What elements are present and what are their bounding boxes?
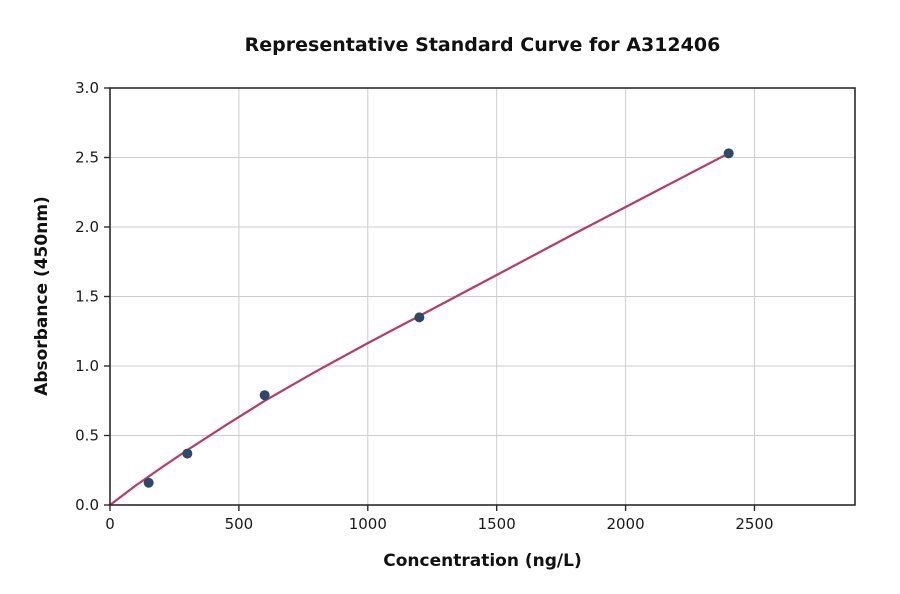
svg-text:2000: 2000	[606, 515, 644, 533]
svg-text:2.0: 2.0	[75, 218, 99, 236]
x-axis-label: Concentration (ng/L)	[383, 551, 582, 571]
svg-text:500: 500	[225, 515, 254, 533]
data-points	[143, 148, 734, 488]
svg-text:2500: 2500	[735, 515, 773, 533]
svg-text:1.5: 1.5	[75, 288, 99, 306]
y-axis-label-text: Absorbance (450nm)	[32, 196, 52, 396]
svg-text:1.0: 1.0	[75, 357, 99, 375]
axis-tick-labels: 0 500 1000 1500 2000 2500 0.0 0.5 1.0 1.5 2.0 2.5 3.…	[75, 79, 773, 533]
svg-text:0.0: 0.0	[75, 496, 99, 514]
axis-ticks	[104, 87, 756, 511]
svg-text:2.5: 2.5	[75, 149, 99, 167]
svg-text:1500: 1500	[478, 515, 516, 533]
fit-curve	[108, 152, 730, 507]
svg-text:1000: 1000	[349, 515, 387, 533]
svg-text:0: 0	[105, 515, 115, 533]
svg-text:0.5: 0.5	[75, 427, 99, 445]
grid-lines	[110, 88, 855, 505]
svg-text:3.0: 3.0	[75, 79, 99, 97]
chart-title: Representative Standard Curve for A31240…	[244, 34, 721, 56]
